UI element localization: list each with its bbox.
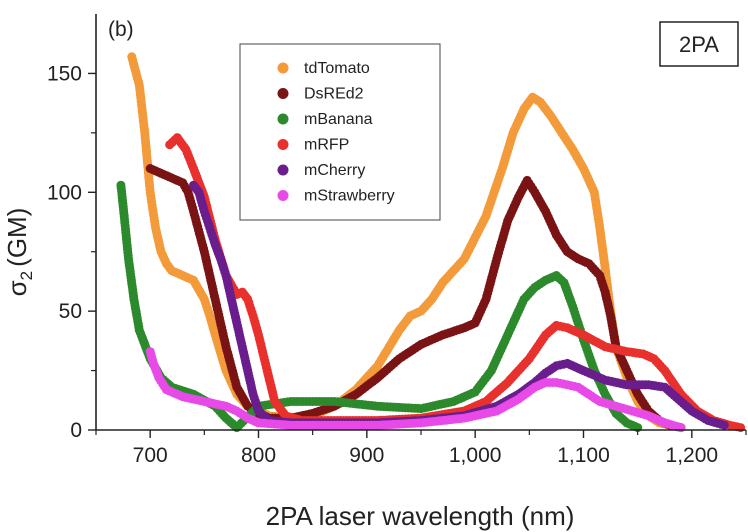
x-tick-label: 800: [241, 444, 276, 467]
series-DsREd2: [145, 164, 686, 433]
x-tick-label: 1,100: [557, 444, 610, 467]
y-tick-label: 50: [59, 300, 82, 323]
y-tick-label: 150: [47, 62, 82, 85]
legend-marker-DsREd2: [277, 88, 289, 99]
legend-marker-mRFP: [277, 139, 289, 150]
x-tick-label: 700: [133, 444, 168, 467]
legend-label-mStrawberry: mStrawberry: [304, 188, 395, 205]
legend-label-tdTomato: tdTomato: [304, 60, 370, 77]
y-axis-symbol: σ: [2, 280, 32, 296]
y-tick-label: 0: [70, 419, 82, 442]
series-mStrawberry: [145, 347, 686, 433]
legend-marker-mCherry: [277, 164, 289, 176]
x-tick-label: 1,200: [666, 444, 719, 467]
legend: tdTomato DsREd2 mBanana mRFP mCherry mStrawbe…: [277, 60, 395, 205]
series-mBanana: [116, 180, 643, 433]
legend-label-mCherry: mCherry: [304, 162, 365, 179]
legend-box: [239, 43, 441, 221]
y-axis-subscript: 2: [17, 271, 36, 280]
data-points: [116, 52, 746, 433]
badge-label: 2PA: [679, 32, 719, 57]
legend-label-mRFP: mRFP: [304, 137, 349, 154]
y-axis-unit: (GM): [2, 208, 32, 267]
axes: 700 800 900 1,000 1,100 1,200 0 50 100 150: [47, 14, 747, 467]
data-point: [719, 420, 729, 430]
legend-marker-mBanana: [277, 113, 289, 125]
legend-marker-mStrawberry: [277, 190, 289, 201]
panel-label: (b): [108, 18, 134, 41]
badge-box: [659, 21, 739, 67]
x-tick-label: 1,000: [449, 444, 502, 467]
y-axis-title: σ2 (GM): [2, 208, 36, 297]
x-tick-label: 900: [349, 444, 384, 467]
y-tick-label: 100: [47, 181, 82, 204]
legend-label-mBanana: mBanana: [304, 111, 373, 128]
legend-label-DsREd2: DsREd2: [304, 86, 364, 103]
legend-marker-tdTomato: [277, 62, 289, 74]
x-axis-title: 2PA laser wavelength (nm): [266, 501, 575, 531]
